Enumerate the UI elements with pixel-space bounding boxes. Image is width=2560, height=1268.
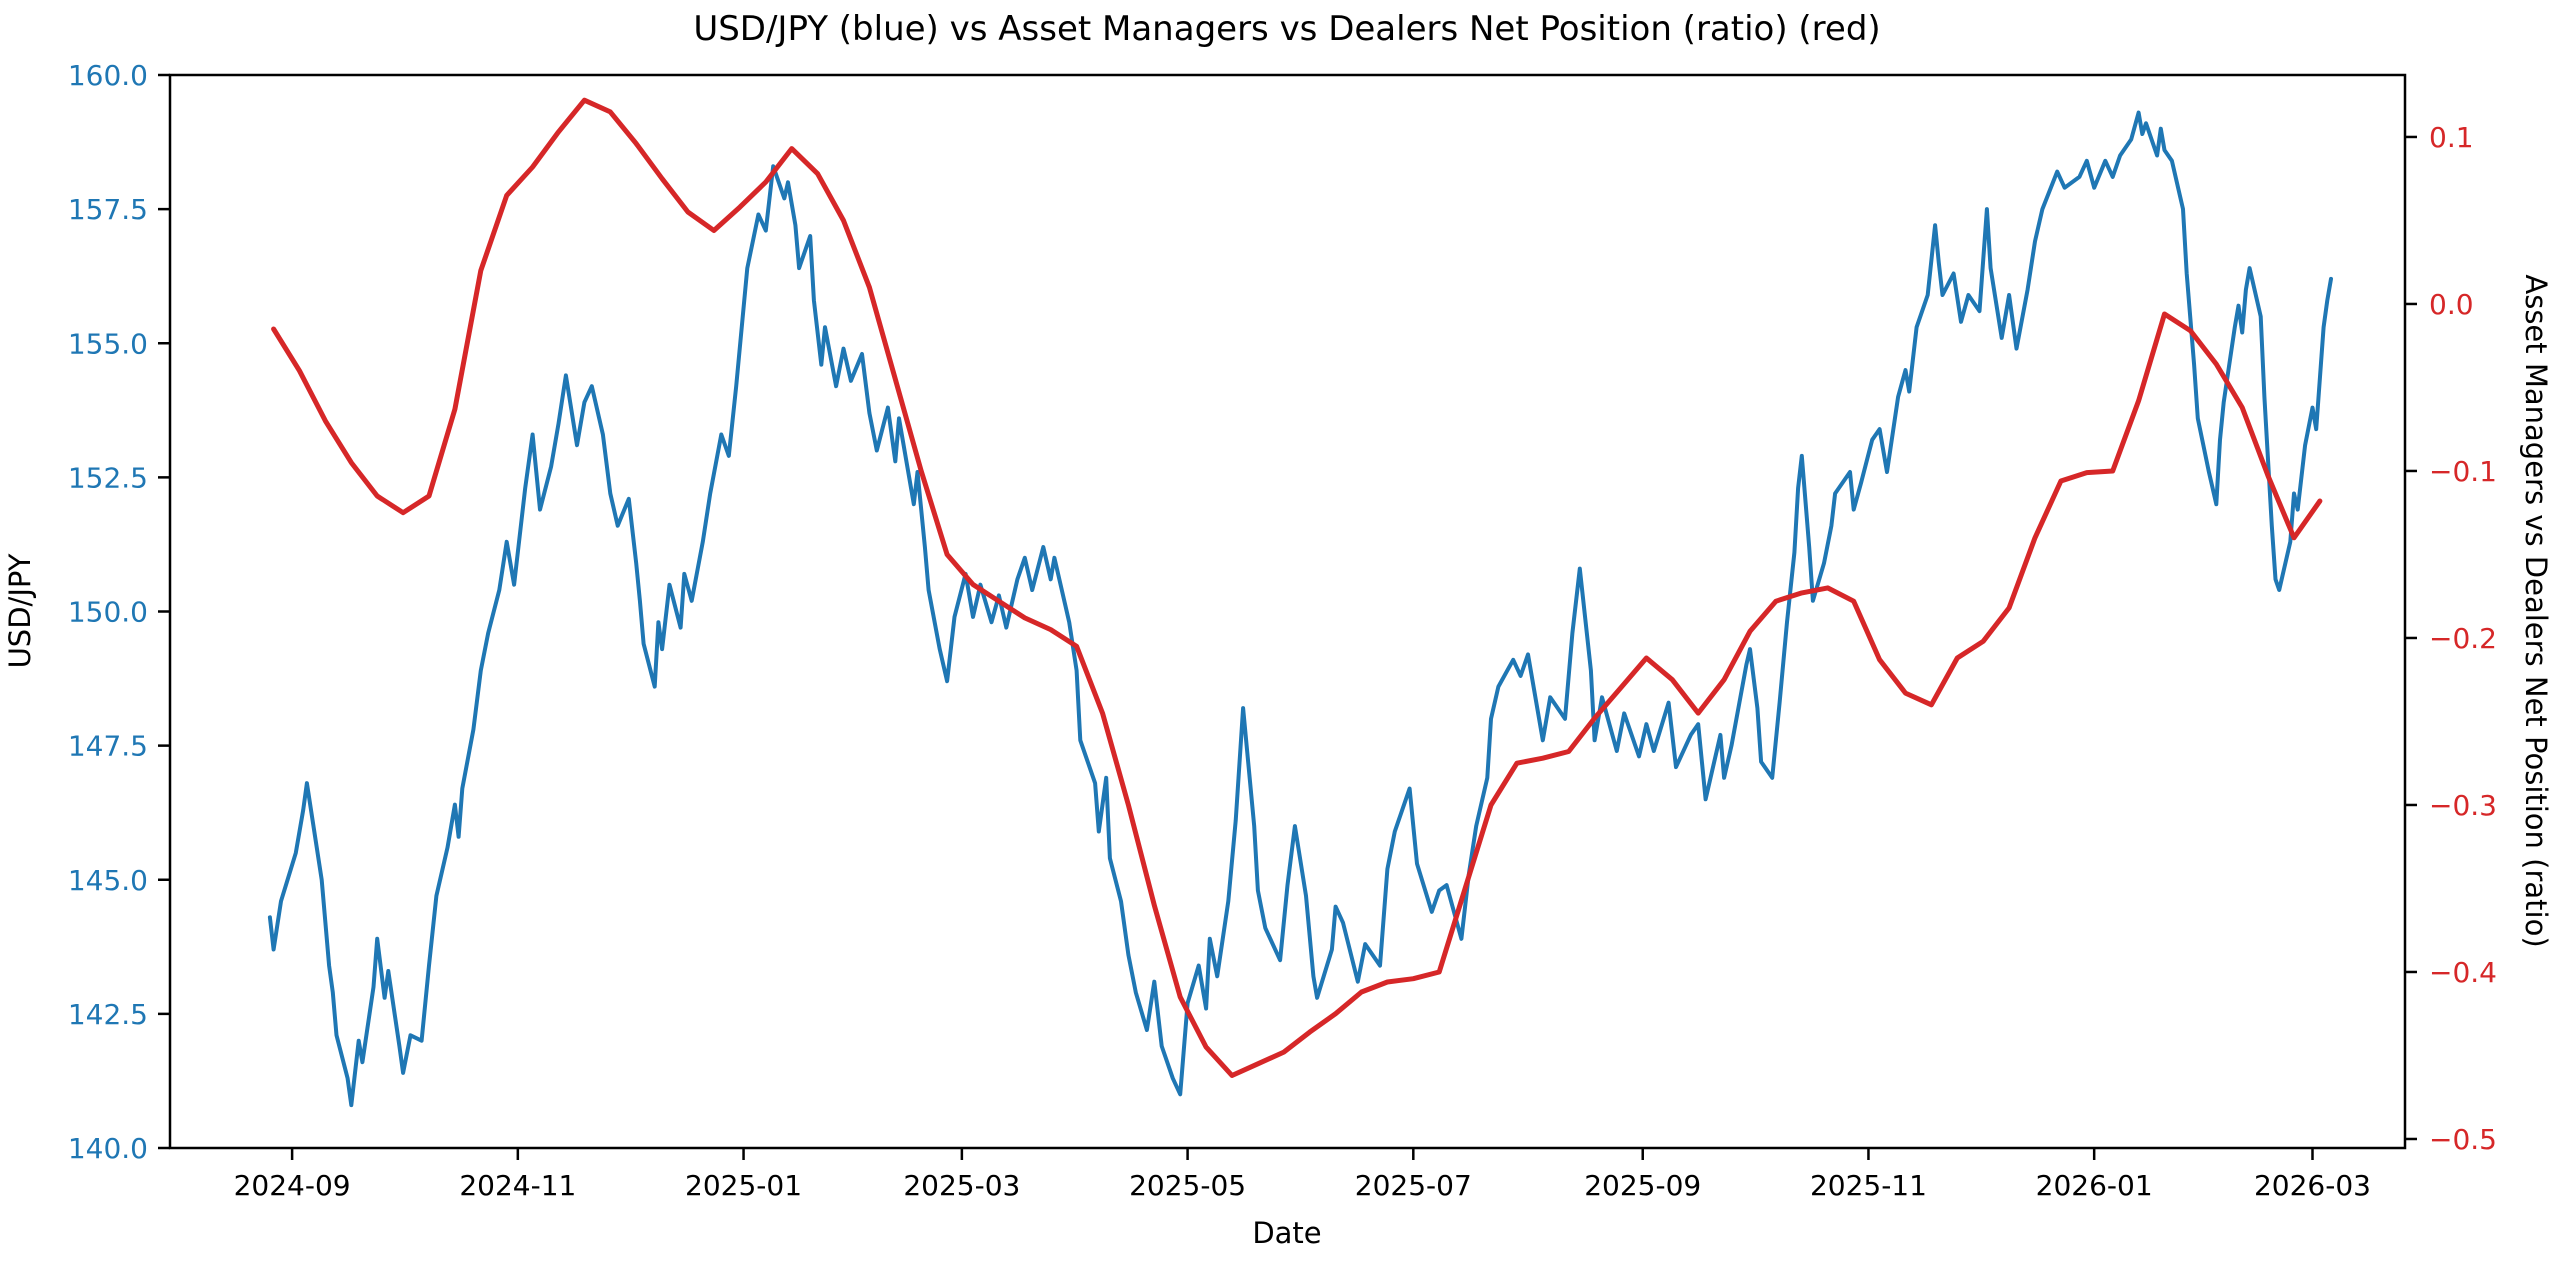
left-tick-label: 147.5 xyxy=(68,730,148,763)
chart-title: USD/JPY (blue) vs Asset Managers vs Deal… xyxy=(693,9,1880,49)
right-tick-label: 0.1 xyxy=(2429,121,2474,154)
right-tick-label: −0.3 xyxy=(2429,789,2497,822)
right-tick-label: 0.0 xyxy=(2429,288,2474,321)
ratio-line xyxy=(271,97,2323,1078)
left-tick-label: 142.5 xyxy=(68,998,148,1031)
usdjpy-line xyxy=(267,110,2333,1108)
right-tick-label: −0.4 xyxy=(2429,956,2497,989)
left-tick-label: 152.5 xyxy=(68,461,148,494)
x-axis-label: Date xyxy=(1252,1216,1321,1250)
x-tick-label: 2024-11 xyxy=(459,1169,576,1202)
x-tick-label: 2025-11 xyxy=(1810,1169,1927,1202)
left-tick-label: 160.0 xyxy=(68,59,148,92)
left-tick-label: 150.0 xyxy=(68,596,148,629)
left-tick-label: 155.0 xyxy=(68,327,148,360)
right-tick-label: −0.5 xyxy=(2429,1123,2497,1156)
left-tick-label: 140.0 xyxy=(68,1132,148,1165)
right-tick-label: −0.1 xyxy=(2429,455,2497,488)
right-axis-label: Asset Managers vs Dealers Net Position (… xyxy=(2519,274,2553,947)
x-tick-label: 2025-05 xyxy=(1129,1169,1246,1202)
left-tick-label: 145.0 xyxy=(68,864,148,897)
left-axis-label: USD/JPY xyxy=(3,553,37,668)
left-tick-label: 157.5 xyxy=(68,193,148,226)
x-tick-label: 2026-01 xyxy=(2036,1169,2153,1202)
x-tick-label: 2026-03 xyxy=(2254,1169,2371,1202)
x-tick-label: 2025-09 xyxy=(1584,1169,1701,1202)
x-tick-label: 2025-03 xyxy=(903,1169,1020,1202)
x-tick-label: 2025-01 xyxy=(685,1169,802,1202)
right-tick-label: −0.2 xyxy=(2429,622,2497,655)
x-tick-label: 2024-09 xyxy=(234,1169,351,1202)
plot-border xyxy=(168,73,2407,1150)
x-tick-label: 2025-07 xyxy=(1355,1169,1472,1202)
